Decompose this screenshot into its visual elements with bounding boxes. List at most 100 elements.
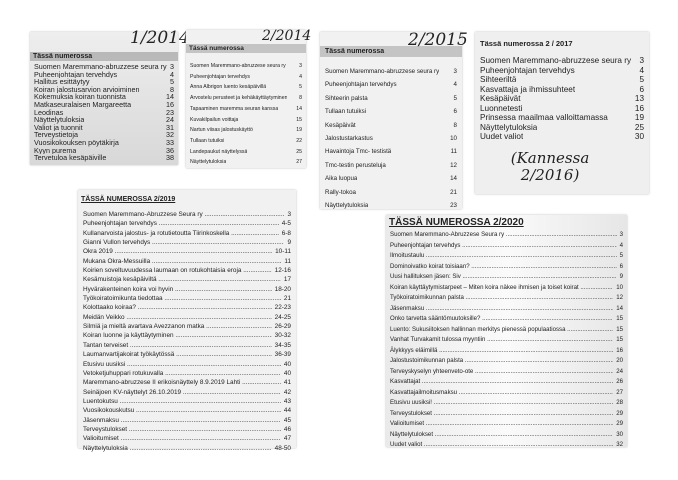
- toc-clipping: Tässä numerossa Suomen Maremmano-abruzzes…: [320, 32, 462, 209]
- toc-entry: Suomen Maremmano-Abruzzese Seura ry3: [78, 210, 296, 219]
- toc-entry: Uudet valiot 30: [475, 132, 649, 142]
- entry-title: Kesäpäivät: [480, 94, 521, 103]
- entry-title: Tmc-testin perusteluja: [325, 161, 386, 169]
- entry-title: Suomen Maremmano-abruzzese seura ry: [325, 68, 440, 75]
- entry-page: 11: [450, 148, 457, 156]
- toc-entry: Silmiä ja mieltä avartava Avezzanon matk…: [78, 322, 296, 331]
- entry-page: 36-39: [274, 351, 291, 359]
- entry-title: Sihteeriltä: [480, 75, 517, 84]
- entry-page: 15: [616, 315, 623, 322]
- entry-title: Tervetuloa kesäpäiville: [34, 154, 107, 162]
- toc-entry: Hallitus esittäytyy 5: [30, 78, 178, 86]
- entry-title: Kasvattajailmoitusmaksu: [390, 388, 613, 399]
- entry-page: 26: [616, 378, 623, 385]
- entry-title: Työkoiratoimikunta tiedottaa: [83, 294, 281, 303]
- entry-title: Kesämuistoja kesäpäiviltä: [83, 275, 281, 284]
- entry-page: 3: [639, 56, 644, 65]
- toc-entry: Tervetuloa kesäpäiville 38: [30, 154, 178, 162]
- entry-title: Onko tarvetta sääntömuutoksille?: [390, 314, 613, 325]
- entry-page: 14: [166, 92, 174, 102]
- entry-title: Kasvattaja ja ihmissuhteet: [480, 84, 576, 94]
- toc-heading: Tässä numerossa: [30, 52, 178, 61]
- entry-title: Suomen Maremmano-abruzzese seura ry: [190, 63, 286, 69]
- entry-title: Vanhat Turvakamit tulossa myyntiin: [390, 335, 613, 346]
- toc-clipping: TÄSSÄ NUMEROSSA 2/2020 Suomen Maremmano-A…: [386, 215, 627, 448]
- entry-title: Maremmano-abruzzese II erikoisnäyttely 8…: [83, 378, 281, 387]
- entry-title: Tantan terveiset: [83, 341, 272, 350]
- entry-title: Kullanarvoista jalostus- ja rotutietoutt…: [83, 229, 279, 238]
- entry-title: Älykkyys eläimillä: [390, 346, 613, 357]
- entry-title: Vetoketjuhuppari rotukuvalla: [83, 369, 281, 378]
- toc-entry: Koiran käyttäytymistarpeet – Miten koira…: [386, 283, 627, 294]
- entry-page: 36: [166, 145, 174, 155]
- entry-page: 10: [450, 135, 457, 143]
- entry-page: 4: [639, 65, 644, 75]
- entry-page: 8: [453, 121, 457, 129]
- entry-title: Puheenjohtajan tervehdys: [83, 219, 279, 228]
- entry-page: 3: [299, 63, 302, 69]
- toc-entry: Luento: Sukusiitoksen hallinnan merkitys…: [386, 325, 627, 336]
- entry-page: 28: [616, 399, 623, 406]
- toc-entry: Sihteeriltä 5: [475, 75, 649, 85]
- entry-title: Koiran jalostusarvion arvioiminen: [34, 85, 140, 94]
- entry-page: 4-5: [281, 220, 291, 228]
- entry-page: 9: [287, 239, 291, 247]
- entry-title: Hallitus esittäytyy: [34, 78, 90, 86]
- entry-page: 29: [616, 409, 623, 417]
- toc-entry: Tullaan tutuiksi 6: [320, 105, 462, 118]
- toc-entry: Valioitumiset29: [386, 419, 627, 430]
- toc-entry: Mukana Okra-Messuilla11: [78, 257, 296, 266]
- toc-entry: Gianni Vullon tervehdys9: [78, 238, 296, 247]
- entry-page: 27: [616, 388, 623, 396]
- entry-page: 10: [616, 283, 623, 291]
- toc-entry: Kolottaako koiraa?22-23: [78, 303, 296, 312]
- toc-entry: Nartun viisas jalostuskäyttö 19: [186, 125, 306, 136]
- entry-title: Tullaan tutuiksi: [325, 108, 367, 116]
- entry-title: Näyttelytuloksia: [190, 159, 227, 166]
- handwritten-issue-note: 1/2014: [130, 28, 190, 48]
- toc-clipping: Tässä numerossa 2 / 2017 Suomen Maremmano…: [475, 32, 649, 194]
- entry-page: 21: [283, 295, 291, 303]
- toc-entry: Jalostustarkastus 10: [320, 132, 462, 145]
- toc-heading: TÄSSÄ NUMEROSSA 2/2019: [81, 196, 176, 203]
- entry-title: Laumanvartijakoirat työkäytössä: [83, 350, 272, 359]
- entry-title: Suomen Maremmano-abruzzese seura ry: [480, 56, 632, 65]
- entry-title: Luento: Sukusiitoksen hallinnan merkitys…: [390, 325, 613, 336]
- entry-title: Leodinas: [34, 108, 64, 117]
- toc-entry: Terveystulokset29: [386, 409, 627, 420]
- toc-entry: Kullanarvoista jalostus- ja rotutietoutt…: [78, 229, 296, 238]
- toc-entry: Rally-tokoa 21: [320, 186, 462, 199]
- toc-entry: Kyyn purema 36: [30, 145, 178, 155]
- entry-title: Jäsenmaksu: [390, 304, 613, 315]
- entry-page: 3: [619, 231, 623, 238]
- toc-entry: Näyttelytuloksia 24: [30, 116, 178, 124]
- toc-entry: Vanhat Turvakamit tulossa myyntiin15: [386, 335, 627, 346]
- entry-title: Silmiä ja mieltä avartava Avezzanon matk…: [83, 322, 272, 331]
- toc-entry: Havaintoja Tmc- testistä 11: [320, 145, 462, 158]
- entry-title: Seinäjoen KV-näyttelyt 26.10.2019: [83, 388, 281, 397]
- toc-entry: Uudet valiot32: [386, 440, 627, 451]
- toc-entry: Tmc-testin perusteluja 12: [320, 159, 462, 172]
- toc-clipping: Tässä numerossa Suomen Maremmano-abruzzes…: [186, 30, 306, 168]
- entry-page: 21: [450, 188, 457, 196]
- entry-page: 19: [634, 113, 644, 122]
- entry-page: 15: [616, 325, 623, 333]
- entry-page: 17: [283, 276, 291, 284]
- entry-title: Valioitumiset: [83, 434, 281, 443]
- entry-title: Landepaukut näyttelyssä: [190, 148, 248, 155]
- toc-entry: Näyttelytuloksia 25: [475, 123, 649, 133]
- entry-title: Terveystulokset: [83, 425, 281, 434]
- toc-entry: Luentokutsu43: [78, 397, 296, 406]
- entry-page: 13: [634, 94, 644, 103]
- toc-entry: Suomen Maremmano-abruzzese seura ry 3: [186, 61, 306, 72]
- toc-entry: Kuvakilpailun voittaja 15: [186, 115, 306, 126]
- entry-title: Nartun viisas jalostuskäyttö: [190, 127, 253, 134]
- entry-title: Suomen Maremmano-Abruzzese Seura ry: [390, 230, 617, 241]
- toc-entry: Kasvattajat26: [386, 377, 627, 388]
- toc-entry: Suomen Maremmano-abruzzese seura ry 3: [320, 65, 462, 78]
- entry-page: 45: [283, 416, 291, 424]
